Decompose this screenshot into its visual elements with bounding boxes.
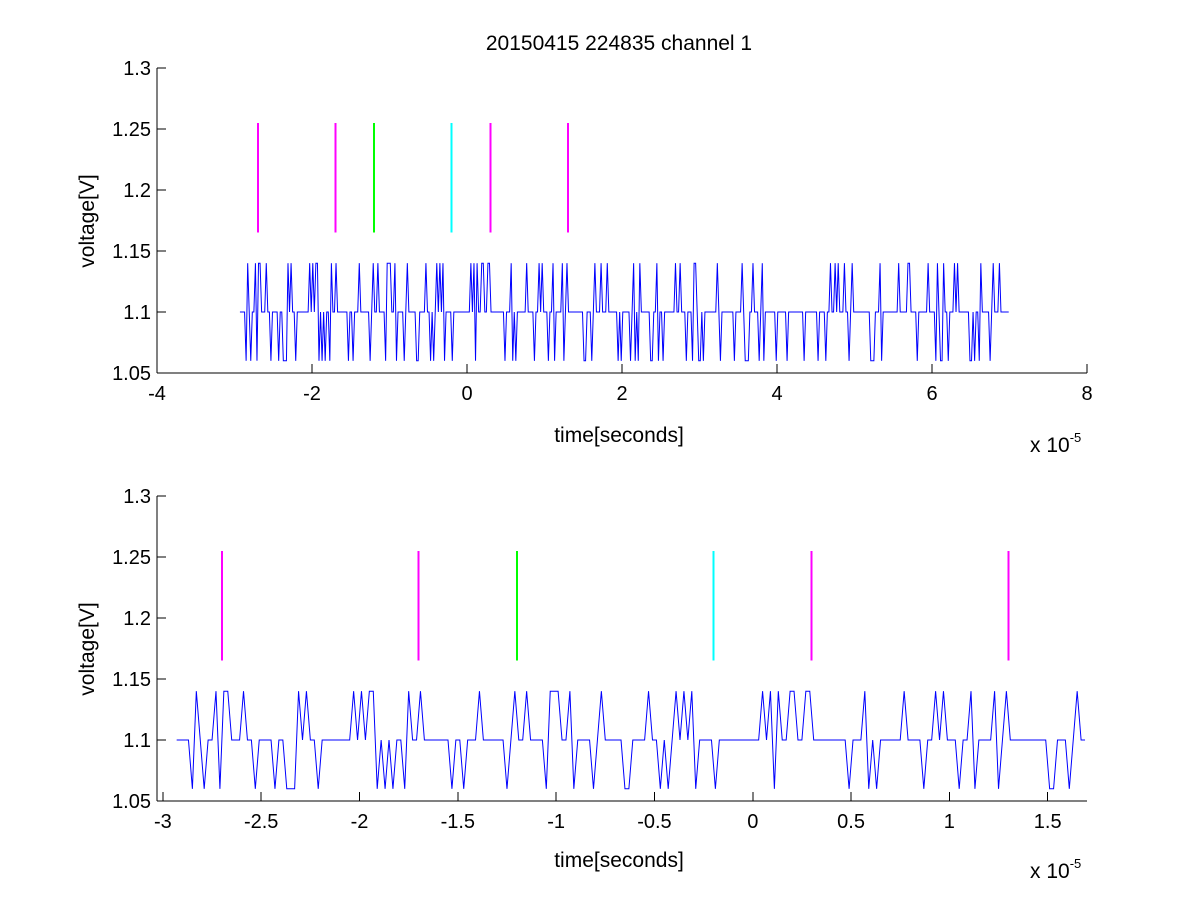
figure-title: 20150415 224835 channel 1 [486,32,752,55]
bottom-plot-xtick-label: -0.5 [637,811,671,833]
bottom-plot-xlabel: time[seconds] [554,849,684,872]
top-plot-xtick-label: 0 [461,383,472,405]
top-plot-ytick-label: 1.2 [123,180,151,202]
bottom-plot-ytick-label: 1.15 [112,669,151,691]
top-plot-ytick-label: 1.25 [112,119,151,141]
bottom-plot-x-multiplier-base: x 10 [1030,860,1070,883]
bottom-plot: time[seconds] voltage[V] x 10-5 1.05 1.1 1… [76,486,1087,883]
top-plot-xtick-label: 8 [1081,383,1092,405]
top-plot: time[seconds] voltage[V] x 10-5 1.05 1.1 1… [76,58,1093,457]
bottom-plot-xtick-label: -1 [547,811,565,833]
bottom-plot-ytick-label: 1.25 [112,547,151,569]
bottom-plot-signal-trace [176,690,1086,790]
bottom-plot-xtick-label: 0 [747,811,758,833]
bottom-plot-ylabel: voltage[V] [76,602,99,695]
bottom-plot-xtick-label: -3 [154,811,172,833]
top-plot-ytick-label: 1.05 [112,363,151,385]
bottom-plot-ytick-label: 1.3 [123,486,151,508]
top-plot-ytick-label: 1.3 [123,58,151,80]
top-plot-x-multiplier-base: x 10 [1030,434,1070,457]
bottom-plot-xtick-label: -2 [351,811,369,833]
top-plot-ytick-label: 1.1 [123,302,151,324]
top-plot-x-multiplier-exponent: -5 [1070,430,1082,445]
top-plot-xtick-label: 2 [616,383,627,405]
top-plot-ylabel: voltage[V] [76,174,99,267]
bottom-plot-ytick-label: 1.05 [112,791,151,813]
top-plot-xtick-label: -4 [148,383,166,405]
top-plot-xtick-label: -2 [303,383,321,405]
top-plot-xlabel: time[seconds] [554,424,684,447]
bottom-plot-xtick-label: -1.5 [441,811,475,833]
bottom-plot-xtick-label: -2.5 [244,811,278,833]
bottom-plot-xtick-label: 1 [944,811,955,833]
top-plot-signal-trace [239,262,1009,362]
bottom-plot-xtick-label: 1.5 [1034,811,1062,833]
bottom-plot-ytick-label: 1.1 [123,730,151,752]
bottom-plot-x-multiplier-exponent: -5 [1070,856,1082,871]
bottom-plot-x-multiplier: x 10-5 [1030,856,1081,883]
bottom-plot-xtick-label: 0.5 [837,811,865,833]
top-plot-xtick-label: 6 [926,383,937,405]
top-plot-x-multiplier: x 10-5 [1030,430,1081,457]
top-plot-ytick-label: 1.15 [112,241,151,263]
top-plot-xtick-label: 4 [771,383,782,405]
bottom-plot-ytick-label: 1.2 [123,608,151,630]
